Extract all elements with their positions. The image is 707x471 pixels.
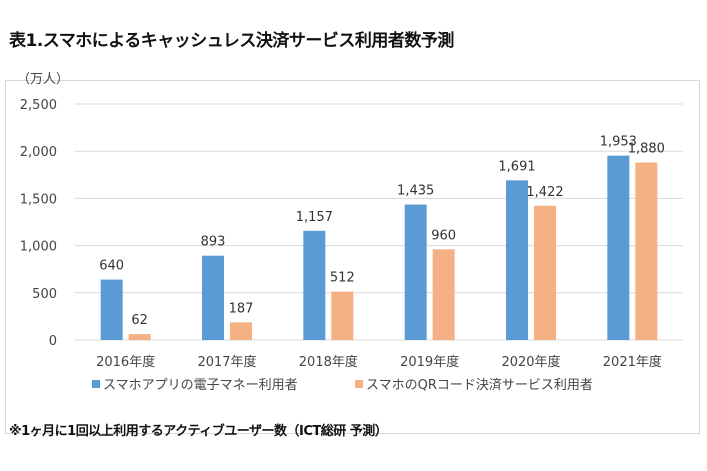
y-tick-label: 0 [49, 334, 57, 349]
y-axis-label: （万人） [17, 72, 69, 87]
legend-swatch [92, 380, 100, 388]
data-label: 187 [229, 301, 254, 316]
data-label: 640 [99, 259, 124, 274]
data-label: 960 [431, 228, 456, 243]
data-label: 893 [201, 235, 226, 250]
x-tick-label: 2021年度 [603, 354, 662, 370]
bar-qr [432, 249, 455, 340]
bar-qr [635, 162, 658, 340]
y-tick-label: 500 [32, 287, 57, 302]
bar-emoney [303, 230, 326, 340]
bar-qr [128, 334, 151, 340]
data-label: 1,157 [296, 210, 333, 225]
bar-qr [534, 205, 556, 340]
legend-swatch [355, 380, 363, 388]
data-label: 1,691 [498, 159, 535, 174]
y-tick-label: 2,000 [20, 145, 57, 160]
x-tick-label: 2020年度 [501, 354, 560, 370]
bar-emoney [506, 180, 528, 340]
x-tick-label: 2018年度 [299, 354, 358, 370]
footnote: ※1ヶ月に1回以上利用するアクティブユーザー数（ICT総研 予測） [9, 424, 388, 439]
bar-emoney [607, 155, 630, 340]
bar-emoney [404, 204, 427, 340]
data-label: 1,880 [628, 142, 665, 157]
legend-label: スマホアプリの電子マネー利用者 [103, 378, 298, 393]
data-label: 1,435 [397, 184, 434, 199]
chart-frame [5, 80, 700, 434]
data-label: 1,422 [526, 185, 563, 200]
bar-qr [331, 291, 354, 340]
data-label: 1,953 [600, 135, 637, 150]
chart-title: 表1.スマホによるキャッシュレス決済サービス利用者数予測 [9, 31, 454, 51]
x-tick-label: 2019年度 [400, 354, 459, 370]
x-tick-label: 2017年度 [197, 354, 256, 370]
y-tick-label: 1,000 [20, 240, 57, 255]
bar-emoney [202, 255, 224, 340]
data-label: 62 [131, 313, 148, 328]
y-tick-label: 1,500 [20, 192, 57, 207]
data-label: 512 [330, 271, 355, 286]
legend-label: スマホのQRコード決済サービス利用者 [366, 377, 593, 393]
y-tick-label: 2,500 [20, 98, 57, 113]
bar-emoney [100, 279, 123, 340]
x-tick-label: 2016年度 [96, 354, 155, 370]
bar-qr [230, 322, 252, 340]
